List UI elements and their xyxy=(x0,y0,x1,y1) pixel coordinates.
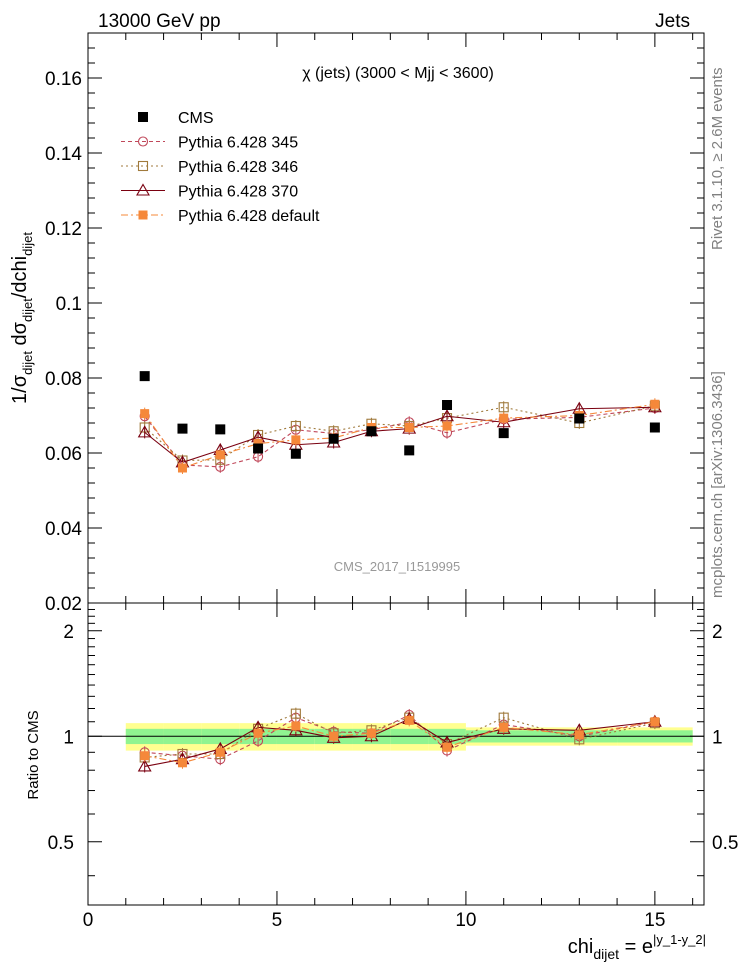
main-point-sdef xyxy=(140,409,150,419)
legend-marker-data xyxy=(138,112,148,122)
legend-item-s345: Pythia 6.428 345 xyxy=(121,135,298,152)
main-point-sdef xyxy=(442,421,452,431)
ratio-point-sdef xyxy=(404,715,414,725)
ratio-point-sdef xyxy=(442,742,452,752)
main-ylabel: 1/σdijet dσdijet/dchidijet xyxy=(9,232,35,404)
ratio-line-sdef xyxy=(144,719,655,764)
y-tick-label: 0.12 xyxy=(45,219,82,240)
legend-marker-s346 xyxy=(137,160,149,172)
main-point-data xyxy=(442,400,453,410)
legend-item-s346: Pythia 6.428 346 xyxy=(121,159,298,176)
x-tick-label: 5 xyxy=(272,910,283,931)
legend-label: Pythia 6.428 345 xyxy=(178,135,298,152)
ratio-y-tick-label: 2 xyxy=(63,622,74,643)
legend-item-data: CMS xyxy=(138,110,214,127)
ratio-point-sdef xyxy=(253,728,263,738)
main-point-sdef xyxy=(177,463,187,473)
main-point-data xyxy=(290,448,301,459)
x-tick-label: 0 xyxy=(83,910,94,931)
main-panel: 0.02 0.04 0.06 0.08 0.1 0.12 0.14 0.16 xyxy=(45,32,705,905)
main-point-data xyxy=(649,422,660,433)
main-point-data xyxy=(177,423,188,434)
ratio-point-sdef xyxy=(499,722,509,732)
y-tick-label: 0.1 xyxy=(56,294,82,315)
main-point-data xyxy=(139,371,150,382)
ratio-y-tick-label-right: 1 xyxy=(712,727,723,748)
main-point-sdef xyxy=(650,399,660,409)
legend: CMS Pythia 6.428 345 Pythia 6.428 346 Pythi… xyxy=(121,110,320,225)
ratio-y-tick-label: 0.5 xyxy=(48,833,74,854)
legend-label: Pythia 6.428 370 xyxy=(178,184,298,201)
ratio-point-sdef xyxy=(574,730,584,740)
main-point-s346 xyxy=(290,420,301,432)
ratio-y-tick-label-right: 0.5 xyxy=(712,833,738,854)
ratio-point-sdef xyxy=(177,758,187,768)
ratio-frame xyxy=(87,602,705,906)
ratio-xlabel: chidijet = e|y_1-y_2| xyxy=(568,932,706,962)
main-point-data xyxy=(574,413,585,424)
ratio-point-s370 xyxy=(137,759,152,772)
main-line-s346 xyxy=(144,405,655,462)
main-point-s346 xyxy=(498,402,509,413)
legend-item-sdef: Pythia 6.428 default xyxy=(121,208,320,225)
main-point-sdef xyxy=(291,435,301,445)
ratio-point-sdef xyxy=(291,721,301,731)
ratio-ylabel: Ratio to CMS xyxy=(25,710,42,799)
mcplots-info: mcplots.cern.ch [arXiv:1306.3436] xyxy=(709,371,726,598)
x-tick-label: 10 xyxy=(455,910,476,931)
y-tick-label: 0.16 xyxy=(45,69,82,90)
legend-label: Pythia 6.428 346 xyxy=(178,159,298,176)
watermark: CMS_2017_I1519995 xyxy=(334,559,461,574)
ratio-point-s346 xyxy=(290,708,301,719)
ratio-y-tick-label-right: 2 xyxy=(712,622,723,643)
main-point-data xyxy=(215,424,226,435)
y-tick-label: 0.04 xyxy=(45,519,82,540)
main-line-s370 xyxy=(144,406,655,463)
main-point-sdef xyxy=(499,413,509,423)
y-tick-label: 0.08 xyxy=(45,369,82,390)
ratio-point-sdef xyxy=(650,717,660,727)
main-point-data xyxy=(404,445,415,456)
ratio-point-sdef xyxy=(215,747,225,757)
y-tick-label: 0.02 xyxy=(45,594,82,615)
legend-label: CMS xyxy=(178,110,214,127)
y-tick-label: 0.06 xyxy=(45,444,82,465)
main-line-s345 xyxy=(144,407,655,468)
main-title: χ (jets) (3000 < Mjj < 3600) xyxy=(302,65,494,82)
legend-marker-s345 xyxy=(137,136,149,147)
ratio-point-sdef xyxy=(329,731,339,741)
ratio-point-sdef xyxy=(366,728,376,738)
energy-label: 13000 GeV pp xyxy=(98,11,221,32)
main-line-sdef xyxy=(144,403,655,469)
main-point-sdef xyxy=(215,450,225,460)
svg-text:1/σdijet dσdijet/dchidijet: 1/σdijet dσdijet/dchidijet xyxy=(9,232,35,404)
rivet-info: Rivet 3.1.10, ≥ 2.6M events xyxy=(709,68,726,251)
main-point-s370 xyxy=(137,425,152,438)
main-point-data xyxy=(253,443,264,454)
legend-marker-s370 xyxy=(136,183,150,196)
legend-marker-sdef xyxy=(138,210,148,220)
main-point-data xyxy=(498,428,509,439)
y-tick-label: 0.14 xyxy=(45,144,82,165)
main-point-data xyxy=(328,433,339,444)
main-point-data xyxy=(366,426,377,437)
ratio-point-sdef xyxy=(140,751,150,761)
ratio-line-s345 xyxy=(144,714,655,760)
ratio-panel: 0 5 10 15 0.5 0.5 1 1 2 2 xyxy=(48,602,738,931)
ratio-y-tick-label: 1 xyxy=(63,727,74,748)
svg-text:chidijet = e|y_1-y_2|: chidijet = e|y_1-y_2| xyxy=(568,932,706,962)
x-tick-label: 15 xyxy=(644,910,665,931)
legend-label: Pythia 6.428 default xyxy=(178,208,320,225)
legend-item-s370: Pythia 6.428 370 xyxy=(121,183,298,201)
process-label: Jets xyxy=(655,11,690,32)
main-point-sdef xyxy=(404,423,414,432)
